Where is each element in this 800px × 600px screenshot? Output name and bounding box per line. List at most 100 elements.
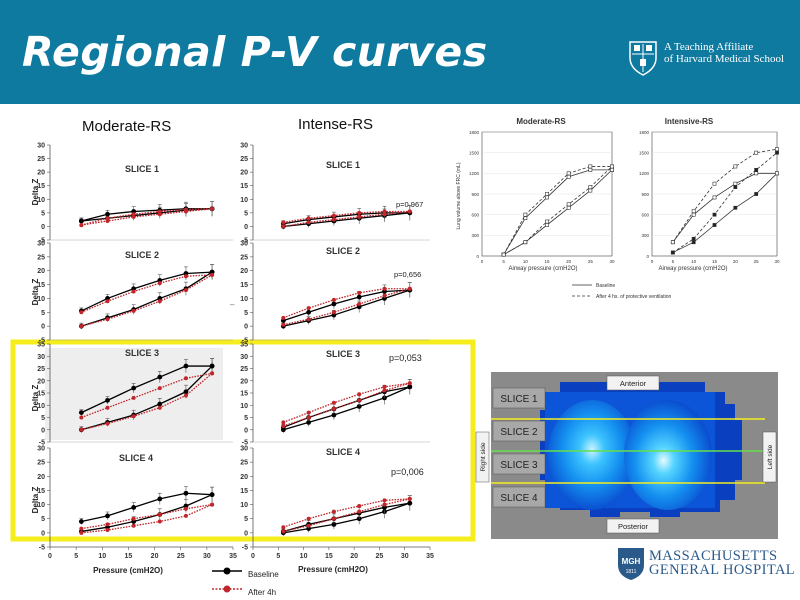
wl-moderate-title: Moderate-RS	[516, 117, 566, 126]
wl-intensive-ytick-label: 1200	[639, 171, 650, 176]
eit-slice3-box	[492, 453, 546, 475]
eit-posterior-label: Posterior	[618, 522, 649, 531]
intense-slice1: 30 25 20 15 10 5 0 -5	[240, 143, 430, 245]
wl-intensive-ytick-label: 600	[641, 212, 649, 217]
moderate-slice1-series-3	[81, 208, 213, 226]
intense-slice4-xtick-label: 30	[401, 553, 409, 560]
mgh-shield-icon: MGH 1811	[618, 548, 644, 580]
intense-slice4-point	[281, 529, 286, 534]
right-xlabel: Pressure (cmH2O)	[298, 565, 368, 574]
moderate-slice4-point	[157, 496, 163, 502]
intense-slice4-point	[331, 516, 336, 521]
intense-slice2-point	[306, 309, 312, 315]
intense-slice2-ytick-label: 20	[240, 268, 248, 275]
slice3-ylabel: Delta Z	[31, 385, 40, 412]
intense-slice3: 35 30 25 20 15 10 5 0 -5	[240, 342, 430, 447]
intense-slice2-ytick-label: 15	[240, 282, 248, 289]
moderate-slice2-ytick-label: 15	[37, 282, 45, 289]
moderate-slice2-point	[183, 274, 188, 279]
moderate-slice4-point	[105, 522, 110, 527]
wl-moderate-xtick-label: 20	[566, 259, 572, 264]
intense-slice1-point	[281, 224, 286, 229]
moderate-slice3-point	[210, 371, 215, 376]
moderate-slice4-ytick-label: 30	[37, 446, 45, 453]
intense-slice2-point	[382, 286, 387, 291]
intense-slice4-point	[331, 509, 336, 514]
wl-moderate-ytick-label: 900	[471, 192, 479, 197]
moderate-slice2-point	[131, 308, 136, 313]
wl-moderate-point	[501, 252, 506, 257]
moderate-slice3-point	[209, 363, 215, 369]
intense-slice4-ytick-label: 20	[240, 474, 248, 481]
moderate-slice4-series-1	[81, 492, 213, 523]
eit-slice4-box	[492, 486, 546, 508]
intense-slice1-point	[306, 220, 311, 225]
moderate-slice2-series-1	[81, 271, 213, 312]
wl-moderate: 0 300 600 900 1200 1500 1800 0 5 10 15 20 25 30	[469, 130, 615, 264]
moderate-slice3-point	[183, 363, 189, 369]
wl-intensive-ytick-label: 900	[641, 192, 649, 197]
intense-slice2-series-0	[283, 289, 410, 327]
wl-intensive-point	[733, 185, 738, 190]
moderate-slice3-point	[157, 401, 163, 407]
wl-moderate-xtick-label: 15	[544, 259, 550, 264]
intense-slice1-ytick-label: 15	[240, 183, 248, 190]
intense-slice1-ytick-label: 5	[244, 210, 248, 217]
chart-legend: Baseline After 4h	[210, 565, 330, 600]
moderate-slice2-point	[183, 288, 188, 293]
wl-intensive-title: Intensive-RS	[665, 117, 714, 126]
moderate-slice2-series-3	[81, 274, 213, 313]
intense-slice1-ytick-label: 20	[240, 170, 248, 177]
intense-slice4-xtick-label: 25	[376, 553, 384, 560]
moderate-slice3-series-0	[81, 365, 213, 431]
eit-slice2-label: SLICE 2	[500, 427, 538, 438]
intense-slice3-point	[306, 415, 311, 420]
moderate-slice1-point	[105, 216, 110, 221]
wl-moderate-series-1	[503, 169, 612, 255]
moderate-slice4-point	[131, 519, 137, 524]
wl-moderate-xtick-label: 5	[502, 259, 505, 264]
moderate-slice4-series-2	[81, 503, 213, 534]
moderate-slice3-ytick-label: 25	[37, 366, 45, 373]
mgh-line1: MASSACHUSETTS	[649, 548, 778, 564]
intense-slice2-point	[382, 293, 387, 298]
moderate-slice3-ytick-label: -5	[39, 440, 45, 447]
left-xlabel: Pressure (cmH2O)	[93, 566, 163, 575]
wl-intensive-series-0	[672, 173, 778, 253]
intense-slice1-ytick-label: 25	[240, 156, 248, 163]
eit-slice3-label: SLICE 3	[500, 460, 538, 471]
intense-slice1-point	[357, 210, 362, 215]
wl-intensive-xtick-label: 15	[712, 259, 718, 264]
moderate-slice2-point	[131, 289, 136, 294]
intense-slice2-ytick-label: 5	[244, 310, 248, 317]
slice1-left-label: SLICE 1	[125, 164, 159, 174]
moderate-slice1-ytick-label: 25	[37, 156, 45, 163]
moderate-slice3-ytick-label: 30	[37, 354, 45, 361]
intense-slice1-ytick-label: 0	[244, 224, 248, 231]
moderate-slice3-point	[105, 421, 110, 426]
moderate-slice4-xtick-label: 30	[203, 553, 211, 560]
intense-slice3-point	[357, 392, 362, 397]
moderate-slice1-point	[210, 206, 215, 211]
intense-slice2-ytick-label: 10	[240, 296, 248, 303]
moderate-slice1-point	[183, 207, 188, 212]
intense-slice2-point	[357, 301, 362, 306]
intense-slice1-point	[306, 216, 311, 221]
wl-intensive-point	[712, 212, 717, 217]
moderate-slice4-xtick-label: 20	[151, 553, 159, 560]
wl-moderate-point	[566, 171, 571, 176]
moderate-slice2-series-2	[81, 274, 213, 327]
wl-intensive-point	[775, 171, 779, 176]
wl-intensive-xtick-label: 0	[651, 259, 654, 264]
moderate-slice3: 35 30 25 20 15 10 5 0 -5	[37, 342, 233, 447]
moderate-slice4-xtick-label: 0	[48, 553, 52, 560]
intense-slice2-point	[306, 306, 311, 311]
moderate-slice3-point	[79, 415, 84, 420]
wl-intensive-xtick-label: 10	[691, 259, 697, 264]
intense-slice4-ytick-label: 10	[240, 502, 248, 509]
intense-slice4-point	[357, 509, 362, 514]
moderate-slice2-ytick-label: 25	[37, 254, 45, 261]
wl-intensive-ytick-label: 1800	[639, 130, 650, 135]
intense-slice2-point	[356, 294, 362, 300]
intense-slice2: 30 25 20 15 10 5 0 -5	[240, 241, 430, 345]
